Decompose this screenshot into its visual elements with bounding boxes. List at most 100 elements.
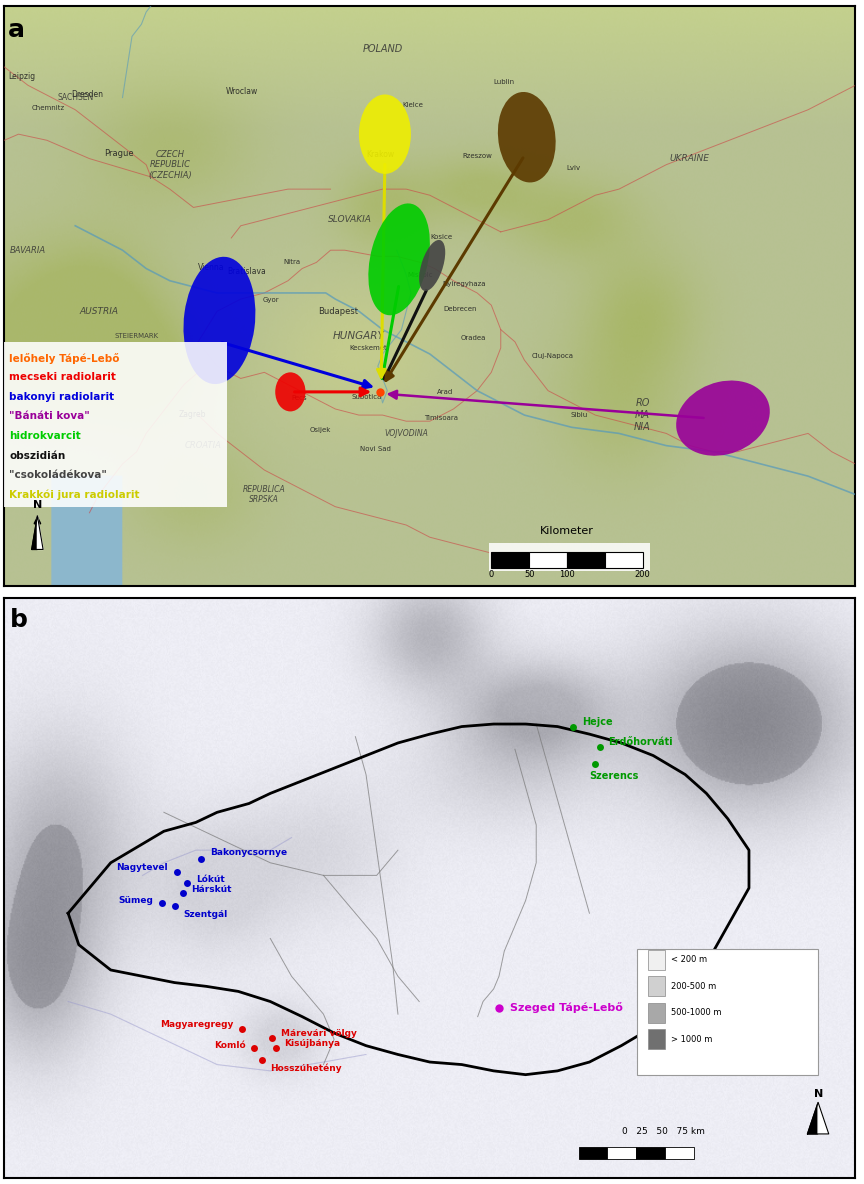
Ellipse shape [276,372,306,411]
Text: Bratislava: Bratislava [227,268,266,276]
Text: hidrokvarcit: hidrokvarcit [9,431,81,440]
Bar [489,543,650,571]
Text: Szerencs: Szerencs [589,771,638,780]
Text: Nyiregyhaza: Nyiregyhaza [442,281,486,287]
Text: Pecs: Pecs [291,395,307,401]
Text: Vienna: Vienna [198,263,224,272]
Bar [492,553,529,568]
Text: Kecskemet: Kecskemet [349,345,387,350]
Text: SLOVAKIA: SLOVAKIA [327,215,372,224]
Text: 500-1000 m: 500-1000 m [671,1009,721,1017]
Text: 200-500 m: 200-500 m [671,982,716,991]
Text: > 1000 m: > 1000 m [671,1035,713,1044]
Text: REPUBLICA
SRPSKA: REPUBLICA SRPSKA [243,484,286,504]
Text: 200: 200 [635,570,651,579]
Text: Krakow: Krakow [366,150,394,160]
Text: RO
MA
NIA: RO MA NIA [634,399,651,432]
Text: Hejce: Hejce [582,716,613,727]
Text: Szentgál: Szentgál [183,910,227,919]
Bar [665,1146,694,1159]
Bar [605,553,643,568]
Text: b: b [10,609,28,632]
Text: HUNGARY: HUNGARY [333,330,384,341]
Text: Magyaregregy: Magyaregregy [160,1019,233,1029]
Text: Kilometer: Kilometer [540,526,594,536]
Text: obszidián: obszidián [9,450,66,461]
Text: Kisújbánya: Kisújbánya [284,1038,340,1048]
Text: mecseki radiolarit: mecseki radiolarit [9,372,116,382]
Text: AUSTRIA: AUSTRIA [79,307,118,316]
Text: Leipzig: Leipzig [9,72,35,81]
Text: CZECH
REPUBLIC
(CZECHIA): CZECH REPUBLIC (CZECHIA) [148,150,192,180]
Text: POLAND: POLAND [362,44,403,53]
Text: Zagreb: Zagreb [178,410,206,419]
Text: lelőhely Tápé-Lebő: lelőhely Tápé-Lebő [9,353,119,363]
Text: Kielce: Kielce [402,103,422,109]
Bar [648,1003,665,1023]
Text: Timisoara: Timisoara [424,416,458,422]
Text: < 200 m: < 200 m [671,955,708,965]
Text: 50: 50 [524,570,534,579]
Bar [636,1146,665,1159]
Text: Osijek: Osijek [310,427,331,433]
Text: Debrecen: Debrecen [443,307,476,313]
Text: Erdőhorváti: Erdőhorváti [608,736,673,747]
Bar [567,553,605,568]
Text: Gyor: Gyor [262,297,279,303]
Bar [648,977,665,997]
Text: Szeged Tápé-Lebő: Szeged Tápé-Lebő [510,1003,622,1014]
Ellipse shape [498,92,556,182]
Text: Miskolc: Miskolc [407,271,433,277]
Bar [0,342,226,507]
Ellipse shape [183,257,256,384]
Text: Nitra: Nitra [283,259,301,265]
Polygon shape [32,516,37,549]
Text: Subotica: Subotica [352,394,382,400]
Text: a: a [8,18,25,43]
Text: N: N [33,500,42,510]
Text: Hosszúhetény: Hosszúhetény [270,1063,342,1073]
Text: Prague: Prague [104,149,134,159]
Text: Sibiu: Sibiu [570,412,588,418]
Ellipse shape [677,380,770,456]
Text: Wroclaw: Wroclaw [226,86,258,96]
Text: STEIERMARK: STEIERMARK [115,333,159,339]
Text: bakonyi radiolarit: bakonyi radiolarit [9,392,114,401]
Bar [648,1029,665,1049]
Text: Cluj-Napoca: Cluj-Napoca [531,353,574,359]
Ellipse shape [368,204,430,315]
Polygon shape [37,516,43,549]
Text: Krakkói jura radiolarit: Krakkói jura radiolarit [9,490,140,500]
Text: VOJVODINA: VOJVODINA [384,429,429,438]
Text: Lublin: Lublin [493,79,515,85]
Bar [648,950,665,970]
Text: SACHSEN: SACHSEN [57,94,93,102]
Text: Budapest: Budapest [318,307,358,316]
Bar [638,948,818,1075]
Polygon shape [818,1102,829,1134]
Text: Chemnitz: Chemnitz [31,105,65,111]
Text: UKRAINE: UKRAINE [670,154,710,163]
Text: 100: 100 [559,570,575,579]
Ellipse shape [419,240,445,291]
Text: BAVARIA: BAVARIA [10,246,46,255]
Bar [529,553,567,568]
Bar [607,1146,636,1159]
Text: Dresden: Dresden [71,90,103,99]
Text: Kosice: Kosice [430,233,453,240]
Text: CROATIA: CROATIA [184,442,221,450]
Text: 0   25   50   75 km: 0 25 50 75 km [622,1127,705,1135]
Text: Sümeg: Sümeg [118,896,153,905]
Text: "csokoládékova": "csokoládékova" [9,470,107,480]
Text: Lviv: Lviv [566,166,580,172]
Text: 0: 0 [489,570,494,579]
Text: N: N [814,1088,823,1099]
Text: Hárskút: Hárskút [192,884,232,894]
Polygon shape [808,1102,818,1134]
Ellipse shape [359,95,411,174]
Text: Novi Sad: Novi Sad [359,445,391,451]
Text: Oradea: Oradea [461,335,486,341]
Bar [579,1146,607,1159]
Text: Márevári völgy: Márevári völgy [281,1029,357,1037]
Text: Rzeszow: Rzeszow [462,153,492,159]
